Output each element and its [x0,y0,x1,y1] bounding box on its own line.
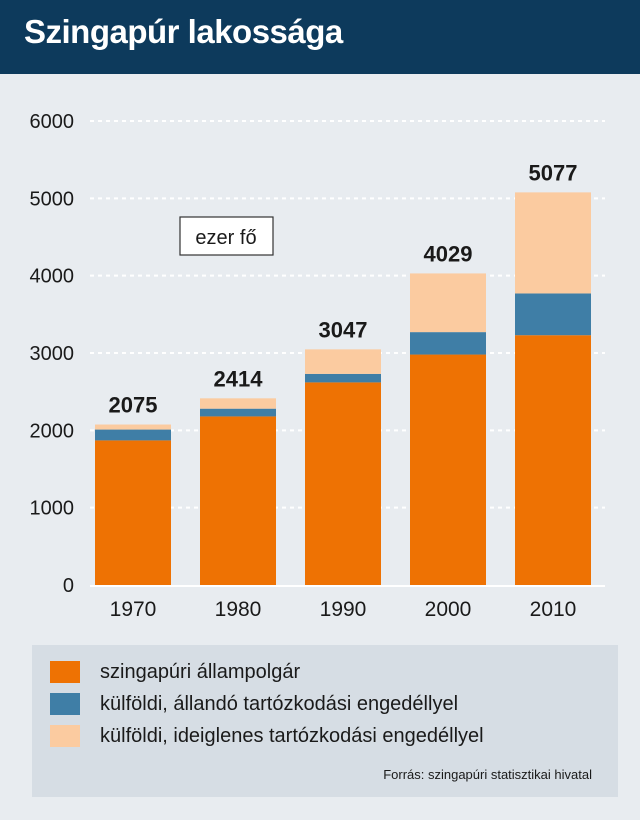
unit-label: ezer fő [195,227,256,249]
bar-segment [95,424,171,430]
bar-segment [515,335,591,585]
bar-segment [305,349,381,374]
x-tick-label: 1980 [215,598,262,621]
bar-segment [305,373,381,383]
bar-segment [515,192,591,294]
bar-segment [515,293,591,336]
unit-box [179,216,274,256]
bar-segment [200,408,276,417]
bar-segment [95,429,171,441]
y-tick-label: 3000 [30,343,75,365]
y-tick-label: 6000 [30,111,75,133]
y-tick-label: 5000 [30,188,75,210]
stacked-bar-chart: 0 1000 2000 3000 4000 5000 6000 2075 1970 2414 198… [30,111,605,621]
bar-segment [95,440,171,585]
legend-label-permanent: külföldi, állandó tartózkodási engedélly… [100,693,459,715]
y-tick-label: 2000 [30,420,75,442]
bar-segment [200,416,276,585]
bar-segment [410,354,486,585]
y-tick-label: 0 [63,575,74,597]
source-note: Forrás: szingapúri statisztikai hivatal [383,767,592,782]
y-tick-label: 1000 [30,498,75,520]
x-tick-label: 2000 [425,598,472,621]
y-tick-label: 4000 [30,266,75,288]
chart-title: Szingapúr lakossága [24,13,343,50]
bar-total-label: 5077 [529,160,578,185]
legend-swatch-citizen [50,661,80,683]
title-bar: Szingapúr lakossága [0,0,640,74]
bar-segment [410,332,486,355]
bar-total-label: 2075 [109,393,158,418]
legend-swatch-permanent [50,693,80,715]
bar-total-label: 4029 [424,241,473,266]
legend-swatch-temporary [50,725,80,747]
x-tick-label: 1990 [320,598,367,621]
bar-total-label: 3047 [319,317,368,342]
legend-label-temporary: külföldi, ideiglenes tartózkodási engedé… [100,725,484,747]
bar-segment [305,382,381,585]
bar-total-label: 2414 [214,366,264,391]
bar-segment [410,273,486,333]
x-tick-label: 1970 [110,598,157,621]
legend-label-citizen: szingapúri állampolgár [100,661,301,683]
x-tick-label: 2010 [530,598,577,621]
legend: szingapúri állampolgár külföldi, állandó… [32,645,618,797]
bar-segment [200,398,276,409]
